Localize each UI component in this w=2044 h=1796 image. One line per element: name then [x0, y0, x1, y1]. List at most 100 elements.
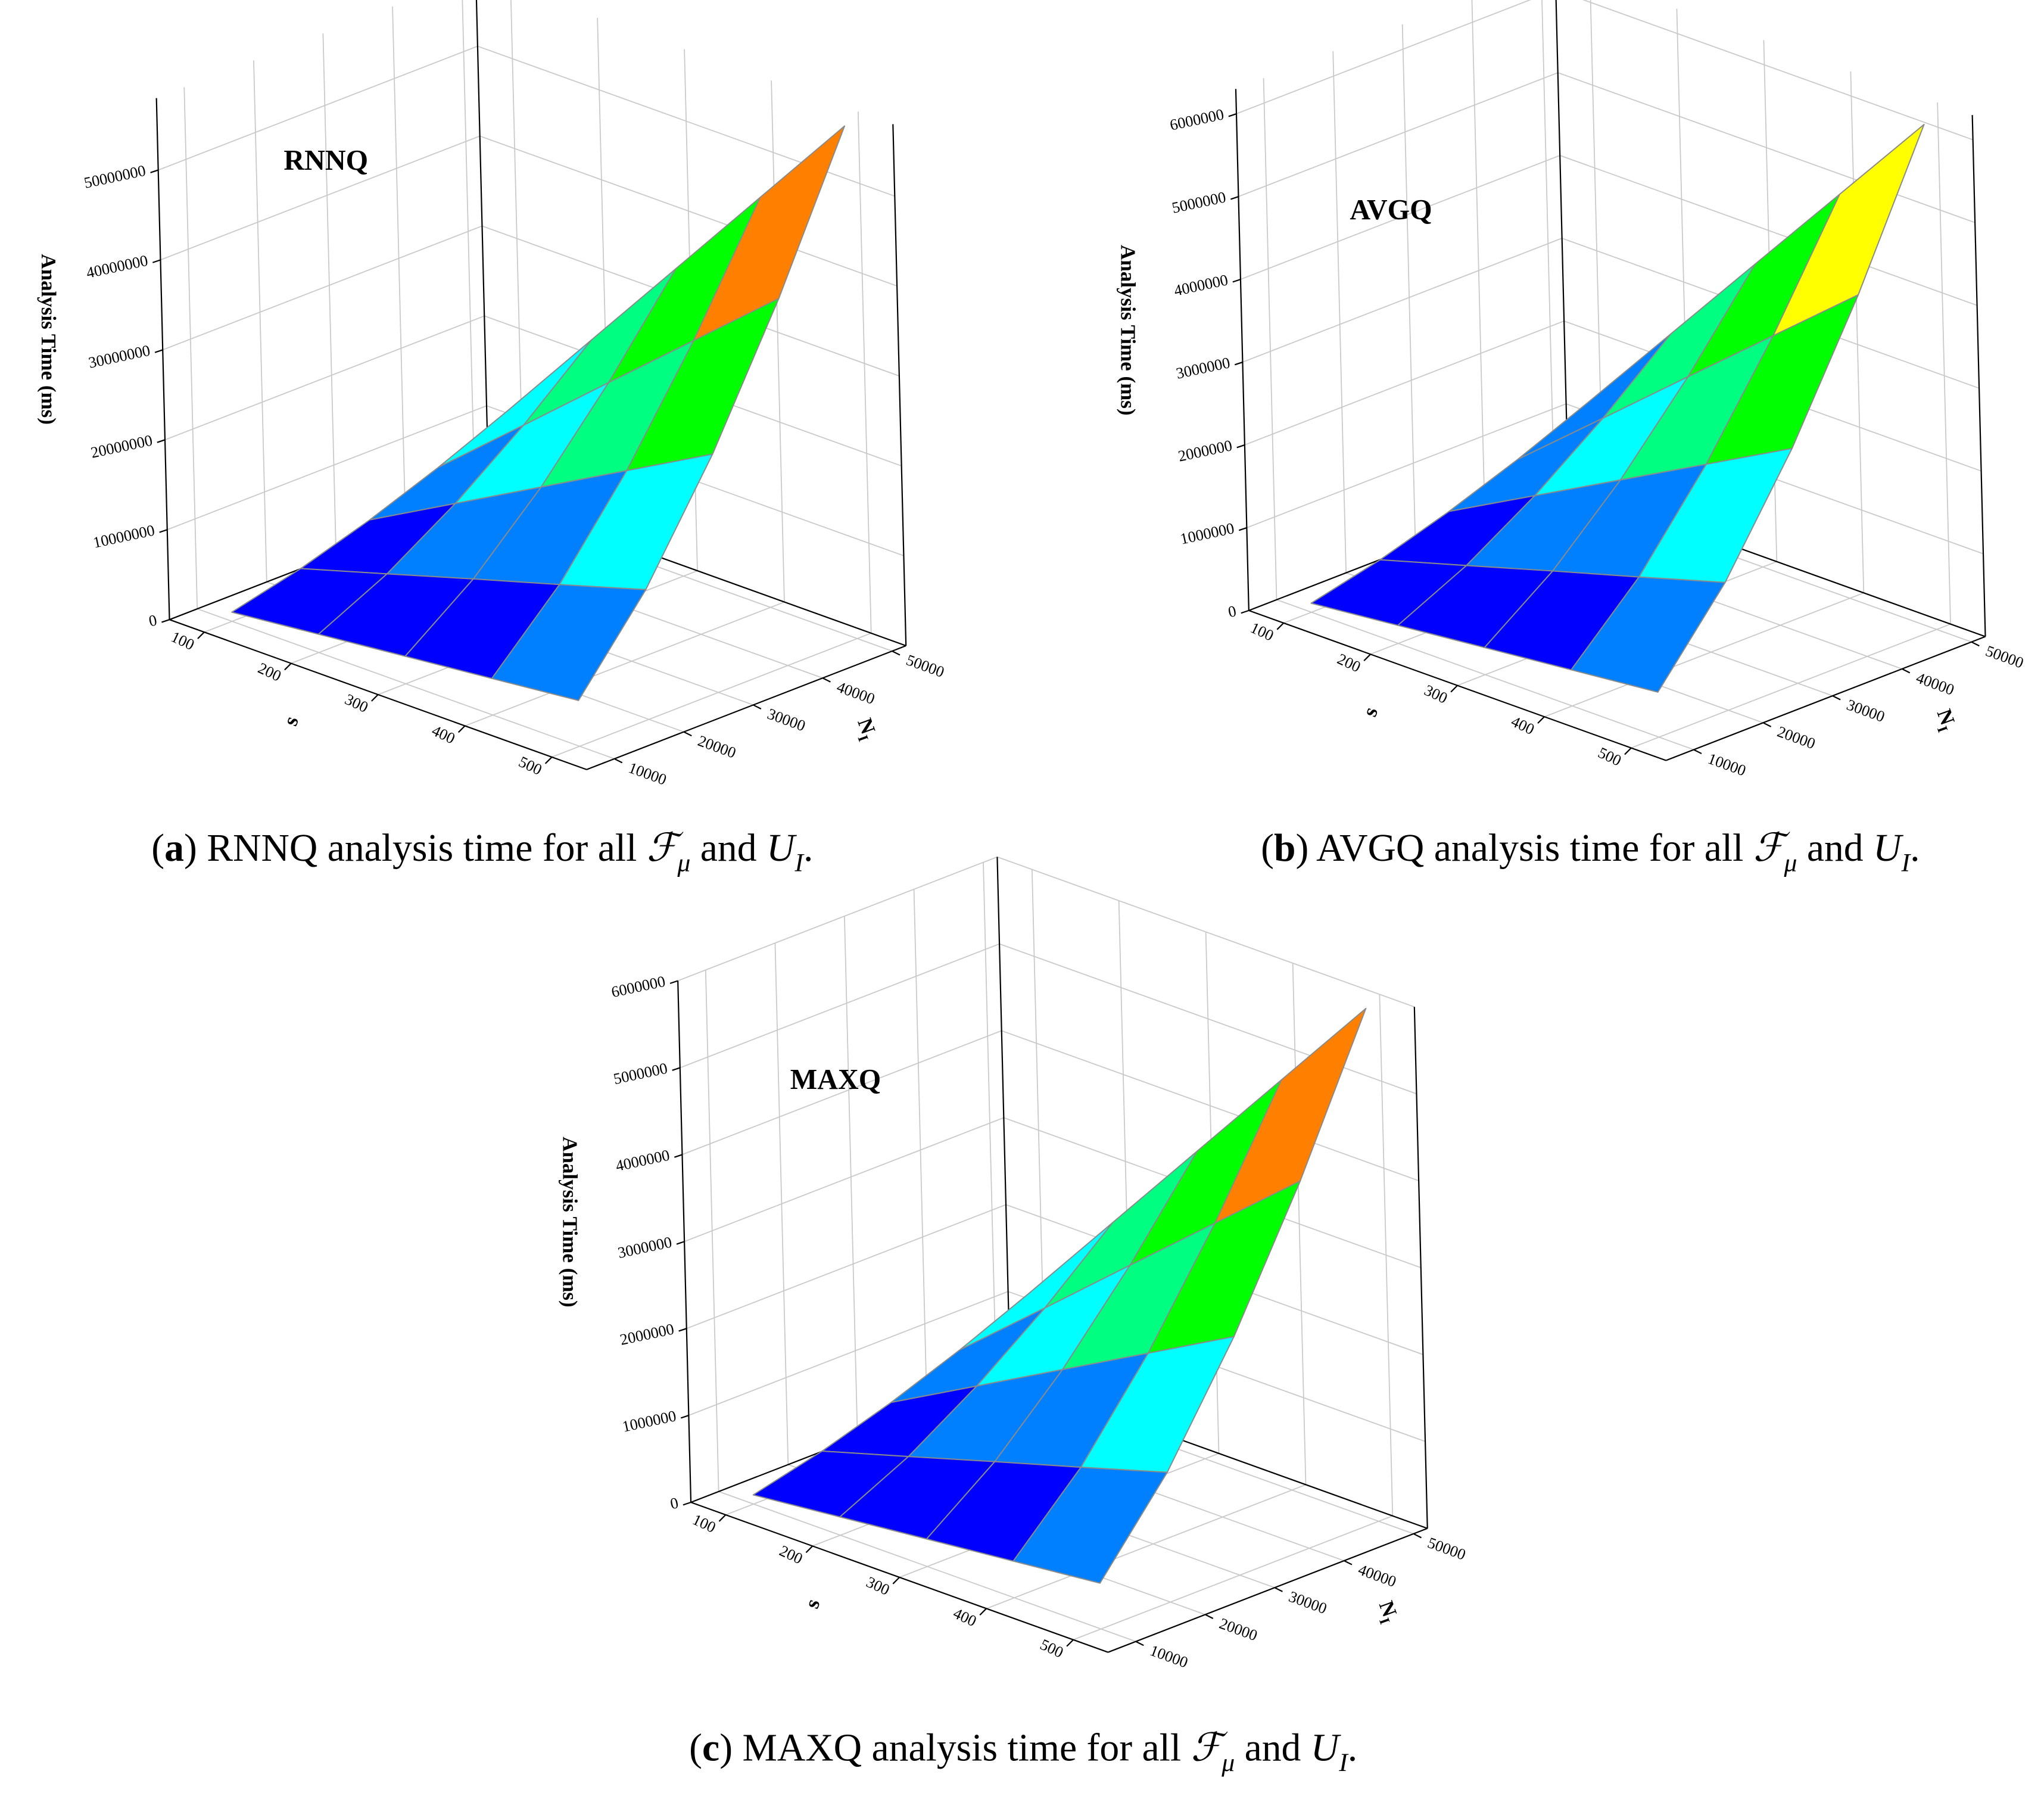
y-tick-label: 20000 [1217, 1615, 1260, 1645]
tick-mark [1762, 722, 1772, 727]
y-tick-label: 20000 [1775, 723, 1818, 753]
z-tick-label: 1000000 [621, 1407, 678, 1435]
tick-mark [457, 725, 466, 733]
caption-part: . [803, 826, 813, 870]
axis-line [1555, 0, 1569, 487]
y-tick-label: 10000 [626, 759, 669, 789]
z-tick-label: 40000000 [85, 252, 149, 282]
z-tick-label: 4000000 [614, 1147, 671, 1175]
x-tick-label: 300 [1422, 681, 1450, 707]
caption-part: and [1797, 826, 1873, 870]
caption-part: U [1873, 826, 1903, 870]
tick-mark [674, 1154, 683, 1158]
caption-part: ) RNNQ analysis time for all [184, 826, 647, 870]
axis-line [475, 0, 490, 496]
z-tick-label: 10000000 [92, 522, 157, 552]
caption-part: a [164, 826, 184, 870]
y-tick-label: 40000 [1356, 1561, 1399, 1590]
caption-part: I [794, 849, 805, 877]
x-tick-label: 500 [1596, 744, 1624, 770]
z-tick-label: 30000000 [87, 342, 152, 372]
tick-mark [614, 758, 623, 764]
caption: (a) RNNQ analysis time for all ℱμ and UI… [151, 826, 813, 877]
caption-part: c [702, 1726, 719, 1769]
caption-part: μ [1783, 849, 1797, 877]
caption-part: and [1235, 1726, 1311, 1769]
tick-mark [371, 694, 379, 702]
axis-line [996, 857, 1011, 1379]
y-axis-title: NI [1928, 706, 1961, 734]
caption-part: μ [677, 849, 690, 877]
x-tick-label: 300 [342, 690, 371, 716]
tick-mark [1228, 113, 1237, 117]
tick-mark [1344, 1560, 1353, 1565]
tick-mark [1274, 1587, 1283, 1592]
z-tick-label: 0 [147, 611, 158, 630]
x-axis-title: s [1358, 704, 1382, 720]
tick-mark [152, 259, 161, 263]
tick-mark [680, 1415, 689, 1419]
x-tick-label: 100 [169, 628, 197, 653]
y-tick-label: 50000 [1983, 642, 2026, 672]
x-tick-label: 500 [516, 753, 544, 779]
caption-part: μ [1221, 1748, 1235, 1777]
z-tick-label: 0 [669, 1494, 680, 1512]
tick-mark [979, 1608, 987, 1616]
axis-line [1235, 89, 1250, 611]
caption-part: and [690, 826, 766, 870]
y-tick-label: 30000 [765, 705, 808, 735]
axis-line [1665, 636, 1986, 761]
tick-mark [1971, 641, 1980, 647]
tick-mark [718, 1514, 727, 1522]
tick-mark [154, 349, 163, 353]
left-wall [1235, 0, 1569, 611]
z-tick-label: 3000000 [1174, 354, 1232, 382]
caption-part: I [1338, 1748, 1349, 1777]
tick-mark [161, 619, 170, 623]
y-tick-label: 50000 [904, 651, 947, 681]
tick-mark [672, 1067, 681, 1071]
tick-mark [676, 1241, 685, 1245]
y-tick-label: 10000 [1706, 750, 1749, 780]
axis-line [1971, 115, 1986, 637]
axis-line [892, 124, 907, 646]
tick-mark [150, 169, 159, 173]
tick-mark [822, 677, 831, 683]
x-axis-title: s [279, 713, 303, 729]
surface-cell [491, 584, 647, 701]
caption-part: ( [151, 826, 164, 870]
left-wall [156, 0, 489, 620]
x-tick-label: 100 [1248, 619, 1276, 645]
caption-part: b [1274, 826, 1296, 870]
tick-mark [1693, 749, 1702, 755]
caption: (b) AVGQ analysis time for all ℱμ and UI… [1261, 826, 1920, 877]
tick-mark [678, 1328, 687, 1332]
tick-mark [1241, 609, 1250, 614]
y-tick-label: 10000 [1148, 1642, 1191, 1672]
x-tick-label: 400 [1509, 712, 1537, 738]
tick-mark [892, 650, 901, 656]
caption-part: ( [689, 1726, 702, 1769]
z-tick-label: 1000000 [1179, 519, 1236, 547]
tick-mark [159, 529, 168, 533]
y-tick-label: 40000 [1914, 669, 1956, 699]
tick-mark [1234, 361, 1243, 366]
axis-line [155, 98, 170, 620]
y-tick-label: 50000 [1425, 1534, 1468, 1564]
tick-mark [683, 731, 692, 737]
tick-mark [1230, 195, 1239, 200]
x-tick-label: 200 [1335, 650, 1363, 676]
z-tick-label: 2000000 [1177, 437, 1234, 465]
z-tick-label: 20000000 [89, 432, 154, 462]
caption-part: . [1348, 1726, 1357, 1769]
y-tick-label: 40000 [834, 678, 877, 708]
y-tick-label: 30000 [1286, 1588, 1329, 1617]
x-tick-label: 400 [429, 722, 458, 748]
x-axis-title: s [800, 1596, 824, 1611]
annotation: RNNQ [283, 145, 368, 176]
tick-mark [1276, 622, 1284, 630]
x-tick-label: 100 [690, 1511, 718, 1536]
caption-part: . [1910, 826, 1920, 870]
